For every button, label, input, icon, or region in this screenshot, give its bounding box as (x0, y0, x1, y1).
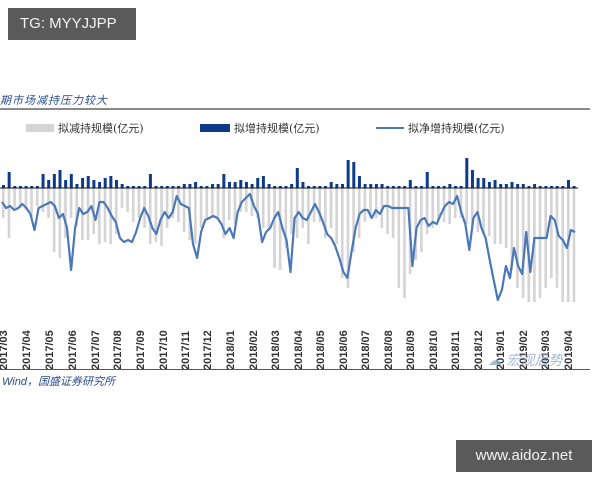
legend-item-net: 拟净增持规模(亿元) (376, 120, 505, 136)
x-tick-label: 2018/07 (360, 330, 372, 370)
chart-legend: 拟减持规模(亿元) 拟增持规模(亿元) 拟净增持规模(亿元) (0, 120, 600, 140)
x-tick-label: 2017/08 (112, 330, 124, 370)
x-tick-label: 2018/08 (383, 330, 395, 370)
x-tick-label: 2017/06 (67, 330, 79, 370)
watermark-top: TG: MYYJJPP (8, 8, 136, 40)
x-tick-label: 2018/01 (225, 330, 237, 370)
x-tick-label: 2017/10 (158, 330, 170, 370)
x-tick-label: 2018/10 (428, 330, 440, 370)
top-rule (0, 108, 590, 110)
x-tick-label: 2018/05 (315, 330, 327, 370)
x-tick-label: 2017/05 (44, 330, 56, 370)
chart-plot-area (0, 158, 578, 302)
watermark-bottom: www.aidoz.net (456, 440, 592, 472)
x-tick-label: 2018/04 (293, 330, 305, 370)
x-tick-label: 2017/07 (90, 330, 102, 370)
chart-caption: 期市场减持压力较大 (0, 94, 108, 107)
x-tick-label: 2018/02 (248, 330, 260, 370)
watermark-overlay: ☁ 宏观后势 (488, 353, 563, 369)
legend-label: 拟减持规模(亿元) (58, 122, 144, 135)
legend-item-decrease: 拟减持规模(亿元) (26, 120, 144, 136)
x-tick-label: 2017/09 (135, 330, 147, 370)
x-tick-label: 2017/11 (180, 330, 192, 370)
x-tick-label: 2019/04 (563, 330, 575, 370)
legend-swatch-line-icon (376, 127, 404, 129)
legend-swatch-gray-bar-icon (26, 124, 54, 132)
x-tick-label: 2018/09 (405, 330, 417, 370)
legend-swatch-blue-bar-icon (200, 124, 230, 132)
x-tick-label: 2018/12 (473, 330, 485, 370)
bottom-rule (0, 369, 590, 370)
x-tick-label: 2017/12 (202, 330, 214, 370)
legend-label: 拟净增持规模(亿元) (408, 122, 505, 135)
source-note: Wind，国盛证券研究所 (2, 376, 115, 388)
x-tick-label: 2017/04 (21, 330, 33, 370)
x-tick-label: 2018/06 (338, 330, 350, 370)
x-tick-label: 2017/03 (0, 330, 10, 370)
x-tick-label: 2018/03 (270, 330, 282, 370)
legend-item-increase: 拟增持规模(亿元) (200, 120, 320, 136)
x-tick-label: 2018/11 (450, 330, 462, 370)
legend-label: 拟增持规模(亿元) (234, 122, 320, 135)
